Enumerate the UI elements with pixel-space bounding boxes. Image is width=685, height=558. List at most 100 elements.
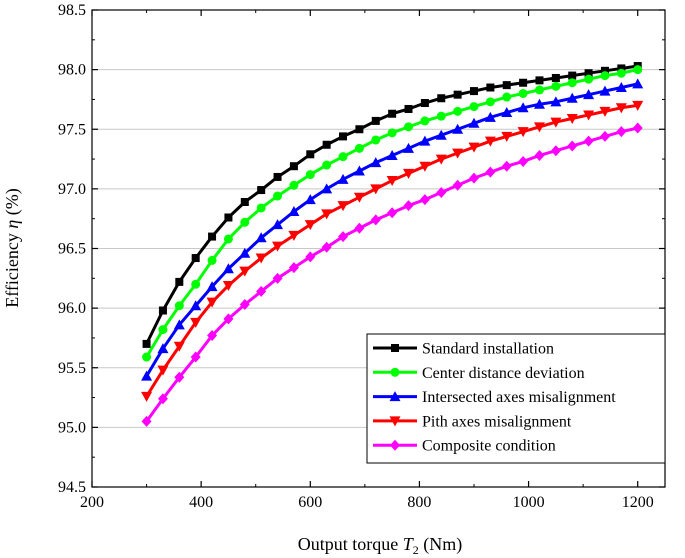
data-point-intersected-axes-misalignment xyxy=(304,194,316,205)
data-point-pith-axes-misalignment xyxy=(239,266,251,277)
y-axis-title: Efficiency η (%) xyxy=(2,188,23,308)
legend-label: Intersected axes misalignment xyxy=(422,389,616,406)
data-point-standard-installation xyxy=(306,150,315,159)
data-point-intersected-axes-misalignment xyxy=(190,300,202,311)
data-point-pith-axes-misalignment xyxy=(255,253,267,264)
series-standard-installation xyxy=(142,62,642,348)
y-tick-label: 95.0 xyxy=(58,419,86,436)
data-point-intersected-axes-misalignment xyxy=(272,219,284,230)
data-point-center-distance-deviation xyxy=(322,160,332,170)
data-point-standard-installation xyxy=(322,140,331,149)
data-point-center-distance-deviation xyxy=(633,65,643,75)
data-point-center-distance-deviation xyxy=(567,78,577,88)
y-tick-label: 98.5 xyxy=(58,2,86,19)
data-point-center-distance-deviation xyxy=(354,143,364,153)
data-point-pith-axes-misalignment xyxy=(304,220,316,231)
data-point-intersected-axes-misalignment xyxy=(239,247,251,258)
data-point-composite-condition xyxy=(419,194,430,206)
data-point-center-distance-deviation xyxy=(404,122,414,132)
series-composite-condition xyxy=(141,122,643,427)
data-point-composite-condition xyxy=(387,207,398,219)
data-point-pith-axes-misalignment xyxy=(141,391,153,402)
legend-box xyxy=(366,333,666,464)
legend-item-intersected-axes-misalignment: Intersected axes misalignment xyxy=(373,389,616,406)
legend: Standard installation Center distance dev… xyxy=(366,333,666,464)
data-point-center-distance-deviation xyxy=(305,170,315,180)
data-point-pith-axes-misalignment xyxy=(566,114,578,125)
data-point-pith-axes-misalignment xyxy=(321,209,333,220)
data-point-pith-axes-misalignment xyxy=(370,184,382,195)
data-point-standard-installation xyxy=(158,306,167,315)
data-point-composite-condition xyxy=(485,166,496,178)
data-point-intersected-axes-misalignment xyxy=(386,149,398,160)
data-point-intersected-axes-misalignment xyxy=(501,107,513,118)
data-point-intersected-axes-misalignment xyxy=(435,129,447,140)
data-point-intersected-axes-misalignment xyxy=(452,123,464,134)
data-point-standard-installation xyxy=(420,99,429,108)
data-point-pith-axes-misalignment xyxy=(206,297,218,308)
data-point-composite-condition xyxy=(501,160,512,172)
legend-label: Pith axes misalignment xyxy=(422,413,572,430)
x-axis-title-prefix: Output torque xyxy=(298,534,403,554)
data-point-pith-axes-misalignment xyxy=(222,280,234,291)
x-tick-label: 1200 xyxy=(622,494,654,511)
x-tick-label: 600 xyxy=(298,494,322,511)
data-point-standard-installation xyxy=(208,232,217,241)
series-line-standard-installation xyxy=(145,64,638,345)
data-point-intersected-axes-misalignment xyxy=(288,206,300,217)
data-point-intersected-axes-misalignment xyxy=(517,102,529,113)
data-point-intersected-axes-misalignment xyxy=(255,232,267,243)
legend-label: Standard installation xyxy=(422,341,554,358)
data-point-pith-axes-misalignment xyxy=(615,103,627,114)
legend-label: Composite condition xyxy=(422,438,556,455)
data-point-center-distance-deviation xyxy=(518,88,528,98)
data-point-pith-axes-misalignment xyxy=(517,127,529,138)
data-point-standard-installation xyxy=(240,197,249,206)
legend-item-composite-condition: Composite condition xyxy=(373,438,556,455)
data-point-intersected-axes-misalignment xyxy=(419,135,431,146)
data-point-pith-axes-misalignment xyxy=(353,192,365,203)
series-layer xyxy=(141,62,644,427)
data-point-intersected-axes-misalignment xyxy=(632,78,644,89)
legend-marker xyxy=(389,416,401,427)
data-point-composite-condition xyxy=(550,145,561,157)
data-point-intersected-axes-misalignment xyxy=(337,173,349,184)
legend-marker xyxy=(390,367,400,377)
data-point-composite-condition xyxy=(518,155,529,167)
legend-item-center-distance-deviation: Center distance deviation xyxy=(373,365,585,382)
x-tick-label: 400 xyxy=(189,494,213,511)
data-point-composite-condition xyxy=(174,371,185,383)
data-point-pith-axes-misalignment xyxy=(550,117,562,128)
data-point-pith-axes-misalignment xyxy=(419,161,431,172)
data-point-center-distance-deviation xyxy=(600,71,610,81)
data-point-center-distance-deviation xyxy=(534,85,544,95)
data-point-intersected-axes-misalignment xyxy=(550,96,562,107)
data-point-composite-condition xyxy=(321,241,332,253)
data-point-intersected-axes-misalignment xyxy=(583,89,595,100)
data-point-composite-condition xyxy=(534,149,545,161)
data-point-pith-axes-misalignment xyxy=(632,100,644,111)
data-point-intersected-axes-misalignment xyxy=(353,165,365,176)
data-point-intersected-axes-misalignment xyxy=(533,98,545,109)
y-tick-label: 96.5 xyxy=(58,241,86,258)
data-point-standard-installation xyxy=(388,109,397,118)
data-point-composite-condition xyxy=(272,272,283,284)
data-point-standard-installation xyxy=(355,125,364,134)
data-point-composite-condition xyxy=(469,172,479,184)
legend-marker xyxy=(391,344,399,352)
data-point-center-distance-deviation xyxy=(420,116,430,126)
data-point-pith-axes-misalignment xyxy=(386,176,398,187)
data-point-center-distance-deviation xyxy=(207,255,217,265)
data-point-composite-condition xyxy=(288,262,299,274)
data-point-composite-condition xyxy=(223,313,234,325)
data-point-pith-axes-misalignment xyxy=(190,317,202,328)
tick-labels: 94.5 95.0 95.5 96.0 96.5 97.0 97.5 98.0 98.5 200 4… xyxy=(58,2,654,511)
series-intersected-axes-misalignment xyxy=(141,78,644,381)
data-point-composite-condition xyxy=(370,214,381,226)
data-point-pith-axes-misalignment xyxy=(583,110,595,121)
data-point-intersected-axes-misalignment xyxy=(615,82,627,93)
data-point-standard-installation xyxy=(470,87,478,96)
data-point-center-distance-deviation xyxy=(289,180,299,190)
data-point-standard-installation xyxy=(257,186,266,195)
